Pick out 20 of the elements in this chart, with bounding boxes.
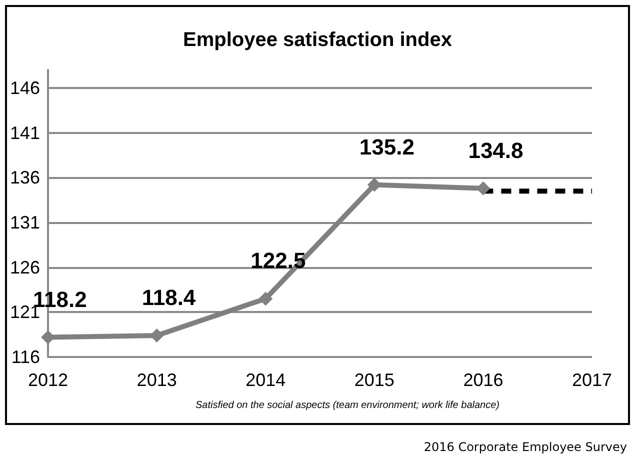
y-tick-label: 146 — [10, 78, 40, 98]
y-tick-label: 136 — [10, 168, 40, 188]
chart-title: Employee satisfaction index — [183, 29, 452, 51]
y-tick-label: 131 — [10, 212, 40, 232]
data-label: 135.2 — [359, 134, 414, 160]
point — [258, 292, 273, 306]
data-label: 134.8 — [468, 138, 524, 163]
data-label: 122.5 — [250, 248, 306, 274]
x-tick-label: 2015 — [354, 370, 394, 390]
text: 2016 Corporate Employee Survey — [424, 440, 627, 454]
y-tick-label: 126 — [10, 257, 40, 278]
y-tick-label: 141 — [10, 122, 40, 143]
data-label: 118.4 — [142, 284, 196, 310]
x-tick-label: 2013 — [136, 370, 177, 390]
x-tick-label: 2016 — [463, 370, 504, 390]
x-tick-label: 2012 — [28, 370, 68, 390]
y-tick-label: 116 — [11, 347, 40, 367]
x-tick-label: 2017 — [572, 370, 612, 390]
text: Satisfied on the social aspects (team environment; work life balance) — [194, 400, 501, 411]
x-tick-label: 2014 — [246, 370, 286, 390]
